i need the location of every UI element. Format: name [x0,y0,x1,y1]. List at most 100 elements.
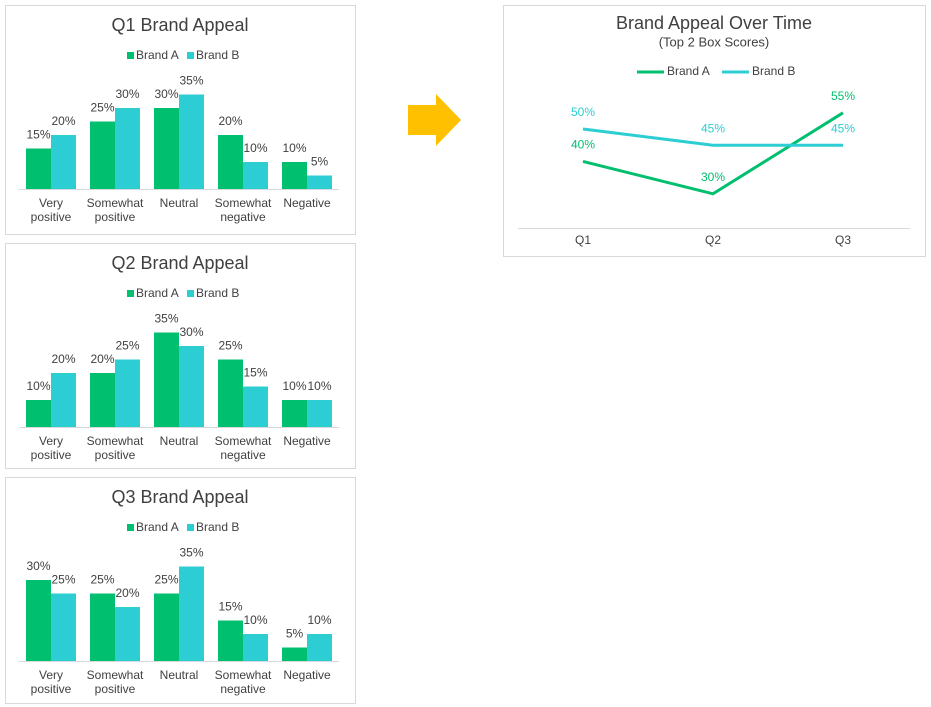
bar [115,108,140,189]
x-tick-label: Negative [283,434,331,448]
bar [90,373,115,427]
x-tick-label: Q3 [835,233,851,247]
x-tick-label: Negative [283,196,331,210]
bar [115,607,140,661]
data-label: 30% [115,87,139,101]
bar [307,634,332,661]
bar [154,593,179,661]
bar [26,580,51,661]
chart-title: Q2 Brand Appeal [111,253,248,273]
data-label: 15% [218,600,242,614]
data-label: 5% [286,627,304,641]
data-label: 45% [701,121,725,135]
legend-swatch [127,524,134,531]
legend-label: Brand A [136,48,179,62]
x-tick-label: Very positive [31,196,72,224]
data-label: 50% [571,105,595,119]
legend-swatch [187,524,194,531]
x-tick-label: Neutral [160,668,199,682]
x-tick-label: Negative [283,668,331,682]
legend-swatch [127,290,134,297]
chart-subtitle: (Top 2 Box Scores) [659,34,770,49]
bar [154,108,179,189]
data-label: 10% [243,613,267,627]
legend-label: Brand B [196,520,239,534]
data-label: 25% [90,101,114,115]
data-label: 10% [282,379,306,393]
legend-label: Brand B [196,286,239,300]
bar [179,566,204,661]
x-tick-label: Neutral [160,196,199,210]
legend-swatch [187,52,194,59]
bar [51,593,76,661]
x-tick-label: Somewhat negative [215,668,272,696]
data-label: 20% [115,586,139,600]
bar [26,148,51,189]
legend-label: Brand A [136,286,179,300]
bar [51,373,76,427]
bar [243,386,268,427]
x-tick-label: Very positive [31,434,72,462]
data-label: 30% [179,325,203,339]
data-label: 25% [154,573,178,587]
legend-swatch [127,52,134,59]
data-label: 45% [831,121,855,135]
data-label: 35% [179,546,203,560]
x-tick-label: Q2 [705,233,721,247]
bar [179,346,204,427]
data-label: 35% [179,74,203,88]
data-label: 15% [26,128,50,142]
line [582,127,843,147]
line [582,111,844,196]
chart-title: Q3 Brand Appeal [111,487,248,507]
data-label: 10% [282,141,306,155]
bar [282,400,307,427]
data-label: 15% [243,366,267,380]
data-label: 25% [218,339,242,353]
data-label: 25% [90,573,114,587]
data-label: 20% [51,114,75,128]
data-label: 30% [26,559,50,573]
bar [26,400,51,427]
bar [90,121,115,189]
data-label: 5% [311,155,329,169]
bar [51,135,76,189]
data-label: 20% [90,352,114,366]
bar [90,593,115,661]
bar [243,634,268,661]
bar [282,647,307,661]
data-label: 35% [154,312,178,326]
bar [179,94,204,189]
data-label: 30% [154,87,178,101]
bar [218,135,243,189]
legend-label: Brand B [752,64,795,78]
x-tick-label: Somewhat positive [87,196,144,224]
x-tick-label: Somewhat positive [87,668,144,696]
x-tick-label: Somewhat negative [215,434,272,462]
x-tick-label: Very positive [31,668,72,696]
bar [154,332,179,427]
legend-label: Brand A [136,520,179,534]
data-label: 20% [51,352,75,366]
legend-label: Brand A [667,64,710,78]
legend-label: Brand B [196,48,239,62]
bar [243,162,268,189]
x-tick-label: Q1 [575,233,591,247]
data-label: 20% [218,114,242,128]
data-label: 10% [243,141,267,155]
bar [218,620,243,661]
data-label: 40% [571,138,595,152]
bar [307,175,332,189]
x-tick-label: Somewhat positive [87,434,144,462]
bar [307,400,332,427]
data-label: 30% [701,170,725,184]
x-tick-label: Somewhat negative [215,196,272,224]
bar [115,359,140,427]
data-label: 25% [115,339,139,353]
arrow [408,94,461,146]
chart-title: Brand Appeal Over Time [616,13,812,33]
data-label: 10% [26,379,50,393]
data-label: 25% [51,573,75,587]
bar [218,359,243,427]
